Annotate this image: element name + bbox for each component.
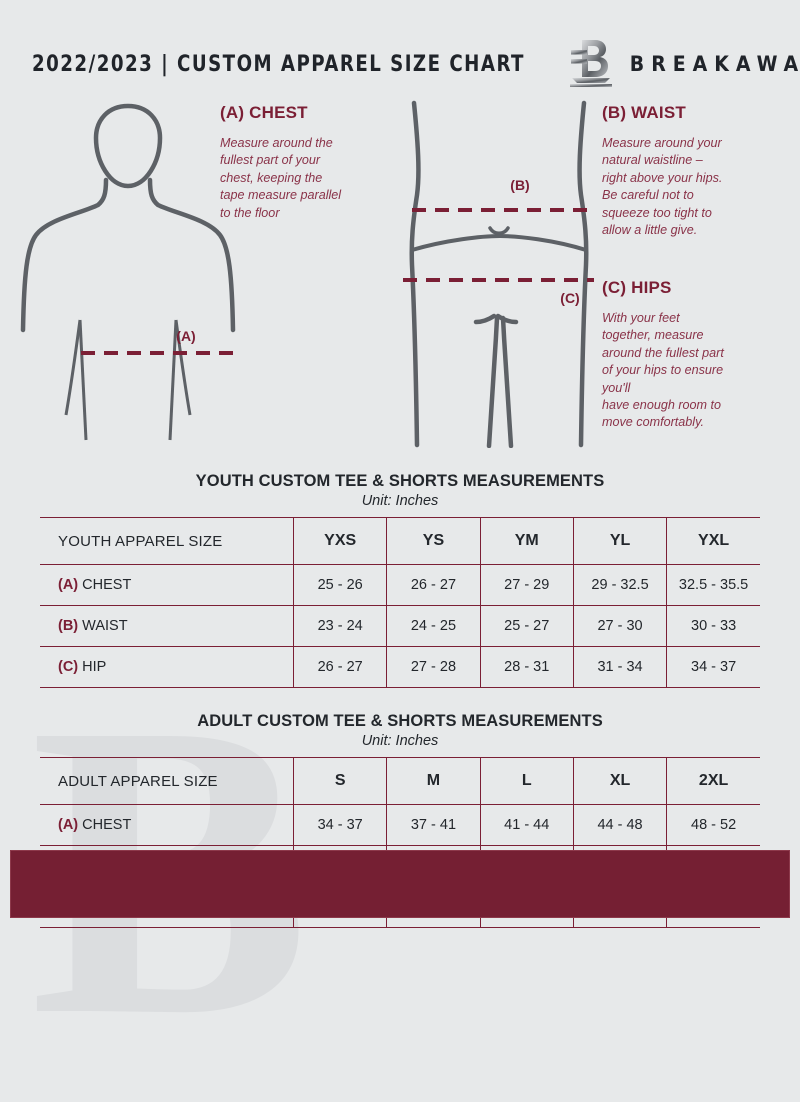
footer-bar [10, 850, 790, 918]
page-header: 2022/2023 | CUSTOM APPAREL SIZE CHART [0, 0, 800, 92]
info-chest-body: Measure around the fullest part of your … [220, 136, 342, 220]
youth-measurements-block: YOUTH CUSTOM TEE & SHORTS MEASUREMENTS U… [0, 472, 800, 688]
youth-size-header-label: YOUTH APPAREL SIZE [40, 517, 294, 565]
row-label: CHEST [82, 817, 132, 833]
row-marker: (B) [58, 618, 79, 634]
brand-name: BREAKAWAY [629, 52, 800, 76]
table-row: (B) WAIST 23 - 24 24 - 25 25 - 27 27 - 3… [40, 605, 760, 647]
chest-marker-label: (A) [176, 328, 195, 344]
adult-size-col-3: XL [572, 757, 667, 805]
adult-size-col-1: M [386, 757, 481, 805]
youth-cell-0-3: 29 - 32.5 [572, 564, 667, 606]
youth-cell-0-4: 32.5 - 35.5 [666, 564, 760, 606]
adult-size-col-4: 2XL [666, 757, 760, 805]
row-label: WAIST [82, 618, 128, 634]
table-row: (A) CHEST 34 - 37 37 - 41 41 - 44 44 - 4… [40, 804, 760, 846]
torso-figure: (A) [20, 103, 236, 441]
youth-cell-0-0: 25 - 26 [292, 564, 387, 606]
adult-size-header-label: ADULT APPAREL SIZE [40, 757, 294, 805]
youth-cell-1-1: 24 - 25 [386, 605, 481, 647]
adult-cell-0-3: 44 - 48 [572, 804, 667, 846]
youth-row-1-label: (B) WAIST [40, 605, 294, 647]
row-label: CHEST [82, 577, 132, 593]
table-row: (A) CHEST 25 - 26 26 - 27 27 - 29 29 - 3… [40, 564, 760, 606]
lower-body-figure: (B) (C) [403, 100, 594, 448]
row-marker: (C) [58, 659, 79, 675]
youth-size-col-1: YS [386, 517, 481, 565]
youth-cell-2-0: 26 - 27 [292, 646, 387, 688]
adult-cell-0-2: 41 - 44 [479, 804, 574, 846]
youth-cell-1-4: 30 - 33 [666, 605, 760, 647]
youth-cell-1-2: 25 - 27 [479, 605, 574, 647]
row-marker: (A) [58, 577, 79, 593]
brand-lockup: BREAKAWAY [568, 38, 800, 90]
adult-size-col-0: S [292, 757, 387, 805]
youth-size-col-4: YXL [666, 517, 760, 565]
youth-cell-0-1: 26 - 27 [386, 564, 481, 606]
page-title: 2022/2023 | CUSTOM APPAREL SIZE CHART [32, 51, 525, 77]
table-header-row: ADULT APPAREL SIZE S M L XL 2XL [40, 757, 760, 805]
adult-table-title: ADULT CUSTOM TEE & SHORTS MEASUREMENTS [197, 712, 603, 730]
youth-cell-2-1: 27 - 28 [386, 646, 481, 688]
breakaway-b-monogram-icon [569, 40, 612, 87]
adult-cell-0-1: 37 - 41 [386, 804, 481, 846]
youth-row-2-label: (C) HIP [40, 646, 294, 688]
adult-size-col-2: L [479, 757, 574, 805]
youth-size-table: YOUTH APPAREL SIZE YXS YS YM YL YXL (A) … [40, 517, 760, 688]
row-marker: (A) [58, 817, 79, 833]
info-waist-body: Measure around your natural waistline – … [602, 136, 723, 237]
row-label: HIP [82, 659, 107, 675]
waist-marker-label: (B) [510, 177, 529, 193]
adult-row-0-label: (A) CHEST [40, 804, 294, 846]
adult-table-unit: Unit: Inches [361, 733, 439, 749]
info-chest-title: (A) CHEST [220, 103, 308, 122]
info-chest: (A) CHEST Measure around the fullest par… [220, 103, 395, 222]
adult-cell-0-4: 48 - 52 [666, 804, 760, 846]
youth-row-0-label: (A) CHEST [40, 564, 294, 606]
hips-marker-label: (C) [560, 290, 579, 306]
youth-cell-1-0: 23 - 24 [292, 605, 387, 647]
measurement-diagrams: (A) (B) (C) (A) CHEST Measure around the… [0, 98, 800, 468]
info-hips-body: With your feet together, measure around … [602, 311, 724, 430]
youth-cell-0-2: 27 - 29 [479, 564, 574, 606]
youth-cell-2-2: 28 - 31 [479, 646, 574, 688]
youth-size-col-3: YL [572, 517, 667, 565]
info-waist: (B) WAIST Measure around your natural wa… [602, 103, 774, 239]
youth-table-title: YOUTH CUSTOM TEE & SHORTS MEASUREMENTS [195, 472, 605, 490]
table-row: (C) HIP 26 - 27 27 - 28 28 - 31 31 - 34 … [40, 646, 760, 688]
youth-cell-2-3: 31 - 34 [572, 646, 667, 688]
table-header-row: YOUTH APPAREL SIZE YXS YS YM YL YXL [40, 517, 760, 565]
navel-icon [488, 226, 510, 235]
info-hips-title: (C) HIPS [602, 278, 672, 297]
info-waist-title: (B) WAIST [602, 103, 686, 122]
youth-size-col-2: YM [479, 517, 574, 565]
youth-cell-1-3: 27 - 30 [572, 605, 667, 647]
youth-size-col-0: YXS [292, 517, 387, 565]
youth-table-unit: Unit: Inches [361, 493, 439, 509]
youth-cell-2-4: 34 - 37 [666, 646, 760, 688]
adult-cell-0-0: 34 - 37 [292, 804, 387, 846]
info-hips: (C) HIPS With your feet together, measur… [602, 278, 774, 432]
